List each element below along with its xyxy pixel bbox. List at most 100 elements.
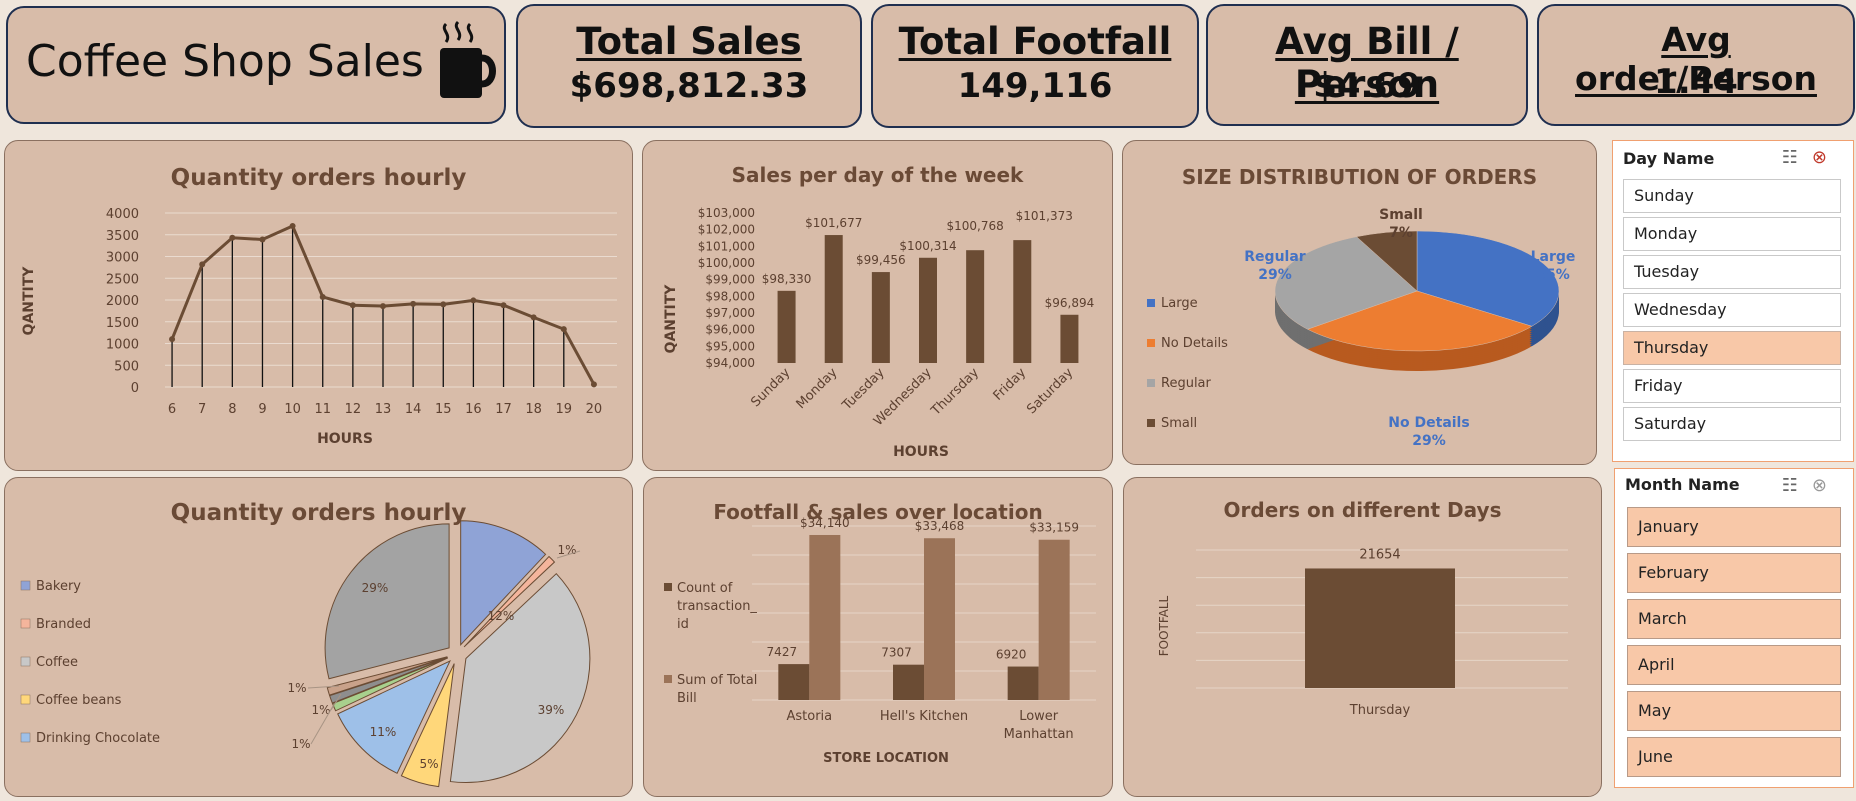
y-tick-label: $102,000 <box>698 223 755 237</box>
data-label: $99,456 <box>856 253 906 267</box>
slicer-item-monday[interactable]: Monday <box>1623 217 1841 251</box>
y-tick-label: 0 <box>131 381 139 396</box>
multi-select-icon[interactable]: ☷ <box>1781 475 1812 496</box>
kpi-label: Avg Bill / Person <box>1275 20 1459 106</box>
slice-percent: 7% <box>1389 225 1413 241</box>
size-pie-chart: Large 35% No Details 29% Regular 29% Small 7% La… <box>1147 207 1575 449</box>
legend-label: Coffee <box>36 655 78 670</box>
slicer-item-friday[interactable]: Friday <box>1623 369 1841 403</box>
days-bar-chart: 21654 Thursday FOOTFALL <box>1157 547 1568 718</box>
weekday-bar-panel[interactable]: Sales per day of the week $94,000 $95,000… <box>642 140 1113 471</box>
chart-title: Quantity orders hourly <box>170 165 467 191</box>
kpi-total-sales: Total Sales $698,812.33 <box>516 4 862 128</box>
data-point <box>470 297 477 304</box>
legend-swatch <box>664 583 672 591</box>
y-tick-label: $97,000 <box>705 306 755 320</box>
slicer-item-june[interactable]: June <box>1627 737 1841 777</box>
y-tick-label: 500 <box>114 359 139 374</box>
slicer-item-january[interactable]: January <box>1627 507 1841 547</box>
x-tick-label: 11 <box>314 402 331 417</box>
slicer-item-april[interactable]: April <box>1627 645 1841 685</box>
location-bar-panel[interactable]: Footfall & sales over location 7427 $34,1… <box>643 477 1113 797</box>
data-label: 7307 <box>881 646 912 660</box>
x-tick-label: 14 <box>405 402 422 417</box>
y-tick-label: $99,000 <box>705 273 755 287</box>
x-tick-label: Manhattan <box>1004 727 1074 742</box>
leader-line <box>307 685 340 689</box>
day-name-slicer[interactable]: Day Name ☷⊗ Sunday Monday Tuesday Wednesday… <box>1612 140 1854 462</box>
dashboard-title: Coffee Shop Sales <box>26 36 424 87</box>
slice-label: 12% <box>488 609 515 623</box>
slicer-item-february[interactable]: February <box>1627 553 1841 593</box>
data-label: $100,768 <box>947 219 1004 233</box>
slicer-header: Day Name <box>1623 149 1715 168</box>
data-point <box>560 326 567 333</box>
x-tick-label: 20 <box>586 402 603 417</box>
category-pie-chart: 12%1%39%5%11%1%1%1%29%BakeryBrandedCoffe… <box>20 520 591 788</box>
hourly-line-chart: 0 500 1000 1500 2000 2500 3000 3500 4000 6 7 8 9 10 11… <box>21 207 617 447</box>
slicer-item-sunday[interactable]: Sunday <box>1623 179 1841 213</box>
clear-filter-icon[interactable]: ⊗ <box>1811 147 1841 168</box>
slice-label: 29% <box>362 581 389 595</box>
x-tick-label: Thursday <box>928 365 982 419</box>
bar <box>1038 539 1070 700</box>
slicer-toolbar: ☷⊗ <box>1782 475 1841 496</box>
days-bar-panel[interactable]: Orders on different Days 21654 Thursday FO… <box>1123 477 1602 797</box>
x-tick-label: 15 <box>435 402 452 417</box>
slice-label: 1% <box>311 703 330 717</box>
legend-label: Bakery <box>36 579 81 594</box>
slice-percent: 29% <box>1412 433 1446 449</box>
month-name-slicer[interactable]: Month Name ☷⊗ January February March April M… <box>1614 468 1854 788</box>
slicer-toolbar: ☷⊗ <box>1782 147 1841 168</box>
y-tick-label: $94,000 <box>705 356 755 370</box>
data-label: 21654 <box>1359 547 1400 562</box>
data-label: 6920 <box>996 648 1027 662</box>
legend-label: Branded <box>36 617 91 632</box>
multi-select-icon[interactable]: ☷ <box>1781 147 1812 168</box>
title-card: Coffee Shop Sales <box>6 6 506 124</box>
slicer-item-saturday[interactable]: Saturday <box>1623 407 1841 441</box>
data-label: $101,373 <box>1016 209 1073 223</box>
x-tick-label: Thursday <box>1349 703 1411 718</box>
legend-label: Coffee beans <box>36 693 122 708</box>
y-tick-label: 2500 <box>106 272 139 287</box>
legend-label: Small <box>1161 416 1197 431</box>
data-point <box>380 303 386 310</box>
clear-filter-icon[interactable]: ⊗ <box>1811 475 1841 496</box>
data-label: $100,314 <box>899 239 956 253</box>
pie-slice <box>1274 236 1418 330</box>
legend-swatch <box>20 732 31 743</box>
bar <box>777 290 796 363</box>
chart-title: Sales per day of the week <box>731 163 1024 187</box>
size-pie-panel[interactable]: SIZE DISTRIBUTION OF ORDERS Large 35% No D… <box>1122 140 1597 465</box>
x-tick-label: 13 <box>375 402 392 417</box>
data-point <box>229 234 236 241</box>
chart-title: Quantity orders hourly <box>170 500 467 526</box>
bar <box>919 257 937 363</box>
slicer-item-thursday[interactable]: Thursday <box>1623 331 1841 365</box>
legend-label: id <box>677 617 689 632</box>
x-axis-label: STORE LOCATION <box>823 751 949 766</box>
bar <box>893 664 924 700</box>
x-tick-label: Hell's Kitchen <box>880 709 968 724</box>
legend-label: Count of <box>677 581 733 596</box>
kpi-value: $4.69 <box>1313 66 1421 106</box>
slicer-item-tuesday[interactable]: Tuesday <box>1623 255 1841 289</box>
x-tick-label: 7 <box>198 402 206 417</box>
leader-line <box>310 705 334 745</box>
slicer-item-wednesday[interactable]: Wednesday <box>1623 293 1841 327</box>
x-tick-label: 9 <box>258 402 266 417</box>
hourly-line-panel[interactable]: Quantity orders hourly 0 500 1000 1500 2000 2… <box>4 140 633 471</box>
kpi-label: Total Footfall <box>898 20 1172 63</box>
kpi-value: 149,116 <box>957 66 1113 106</box>
slicer-item-march[interactable]: March <box>1627 599 1841 639</box>
data-point <box>500 302 507 309</box>
legend-label: Drinking Chocolate <box>36 731 160 746</box>
slicer-item-may[interactable]: May <box>1627 691 1841 731</box>
category-pie-panel[interactable]: Quantity orders hourly 12% 1% 39% 5% 11% 1% 1%… <box>4 477 633 797</box>
slice-label: Regular <box>1244 249 1306 265</box>
pie-slice <box>337 660 451 774</box>
legend-swatch <box>20 618 31 629</box>
legend-label: transaction_ <box>677 599 757 614</box>
pie-slice <box>460 520 547 646</box>
